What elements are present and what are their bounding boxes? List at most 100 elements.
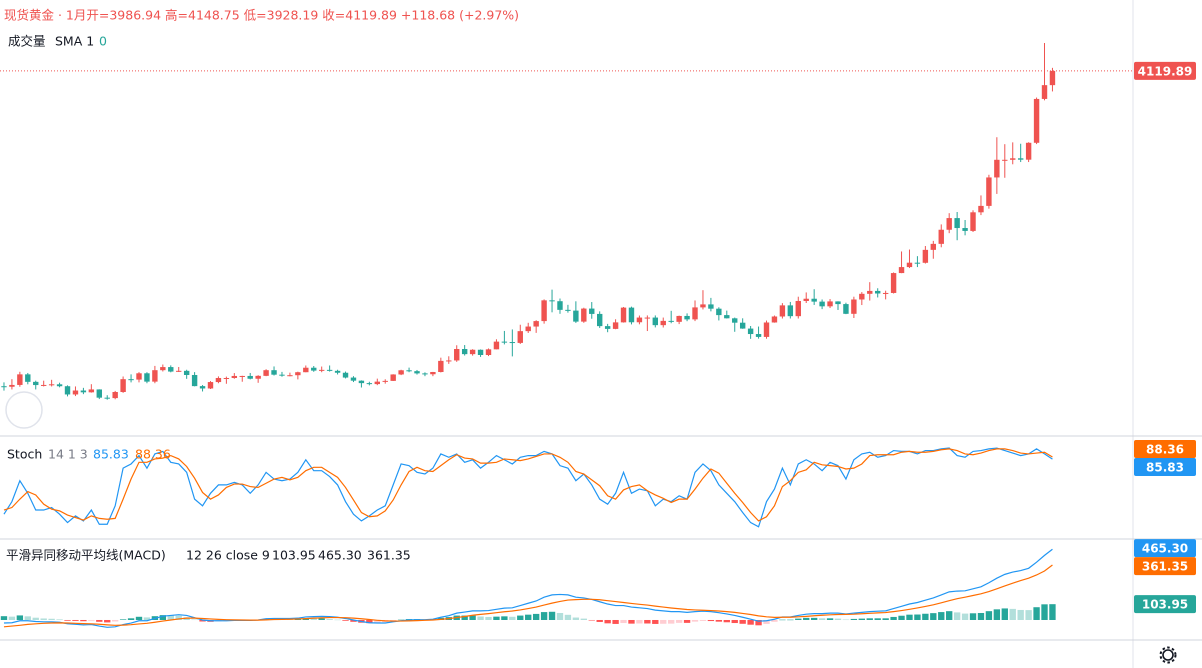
macd-histogram-bar: [961, 613, 969, 620]
macd-histogram-bar: [517, 615, 524, 620]
candle-body: [589, 308, 595, 314]
macd-histogram-bar: [72, 619, 79, 621]
gear-icon[interactable]: [1162, 649, 1174, 661]
macd-histogram-bar: [540, 612, 548, 620]
candle-body: [1033, 98, 1040, 143]
candle-body: [930, 243, 937, 250]
macd-histogram-bar: [930, 613, 937, 620]
candle-body: [906, 262, 913, 268]
candle-body: [684, 315, 690, 320]
macd-histogram-bar: [946, 611, 953, 620]
price-badge: [1134, 557, 1196, 576]
candle-body: [1025, 142, 1032, 160]
price-badge-label: 103.95: [1142, 598, 1188, 612]
candle-body: [334, 370, 341, 373]
stoch-d-value: 88.36: [135, 447, 171, 462]
candle-body: [326, 369, 333, 371]
candle-body: [64, 386, 71, 395]
candle-body: [80, 390, 87, 393]
candle-body: [493, 341, 500, 350]
macd-histogram-bar: [143, 617, 151, 620]
price-badge-label: 361.35: [1142, 560, 1188, 574]
macd-histogram-bar: [1001, 608, 1008, 620]
macd-histogram-bar: [604, 619, 611, 624]
macd-histogram-bar: [953, 612, 961, 620]
candle-body: [708, 304, 714, 309]
macd-histogram-bar: [477, 616, 484, 620]
macd-histogram-bar: [707, 619, 715, 622]
stoch-params: 14 1 3: [48, 447, 88, 462]
macd-histogram-bar: [977, 612, 985, 620]
candle-body: [620, 307, 627, 323]
macd-histogram-bar: [691, 619, 699, 622]
macd-histogram-bar: [612, 619, 619, 624]
macd-line: [3, 548, 1053, 628]
navigation-button[interactable]: [5, 391, 43, 429]
candle-body: [88, 389, 95, 393]
candle-body: [128, 379, 134, 381]
macd-histogram-bar: [564, 614, 572, 620]
macd-label: 平滑异同移动平均线(MACD): [6, 548, 166, 563]
macd-histogram-bar: [318, 618, 325, 620]
candle-body: [25, 374, 31, 382]
price-badge-label: 85.83: [1146, 461, 1184, 475]
candle-body: [279, 374, 285, 376]
candle-body: [231, 375, 238, 378]
candle-body: [946, 218, 952, 230]
macd-histogram-bar: [993, 609, 1001, 620]
candle-body: [517, 331, 523, 343]
macd-histogram-bar: [485, 616, 492, 620]
candle-body: [56, 384, 63, 387]
candle-body: [779, 305, 786, 317]
candle-body: [303, 367, 309, 373]
candle-body: [739, 322, 746, 329]
macd-histogram-bar: [787, 619, 794, 621]
macd-histogram-bar: [366, 619, 373, 624]
candle-body: [40, 384, 47, 386]
candle-body: [636, 317, 643, 323]
candle-body: [811, 298, 817, 302]
candle-body: [803, 298, 809, 301]
macd-histogram-bar: [914, 614, 921, 620]
macd-histogram-bar: [461, 615, 468, 620]
macd-histogram-bar: [636, 619, 643, 624]
candle-body: [33, 381, 39, 386]
candle-body: [628, 307, 635, 323]
candle-body: [541, 300, 547, 322]
macd-histogram-bar: [882, 618, 889, 620]
macd-histogram-bar: [652, 619, 659, 624]
candle-body: [287, 375, 293, 377]
macd-histogram-bar: [858, 618, 865, 620]
macd-histogram-bar: [175, 615, 182, 620]
macd-histogram-bar: [660, 619, 667, 624]
macd-histogram-bar: [326, 619, 333, 620]
candle-body: [469, 349, 476, 355]
candle-body: [1010, 158, 1016, 160]
settings-button[interactable]: [1159, 646, 1177, 664]
gear-teeth[interactable]: [1159, 646, 1177, 664]
candle-body: [660, 320, 666, 326]
candle-body: [771, 316, 778, 323]
macd-histogram-bar: [572, 617, 580, 620]
macd-histogram-bar: [390, 619, 397, 621]
candle-body: [557, 301, 563, 310]
candle-body: [48, 384, 55, 386]
candle-body: [716, 308, 722, 316]
macd-histogram-bar: [532, 613, 540, 620]
macd-histogram-bar: [755, 619, 762, 626]
labels: 4119.89 88.36 85.83 465.30 361.35 103.95: [1134, 61, 1196, 614]
macd-histogram-bar: [675, 619, 683, 623]
macd-histogram-bar: [596, 619, 603, 622]
macd-signal-value: 361.35: [367, 548, 411, 563]
macd-histogram-bar: [938, 612, 945, 620]
candle-body: [144, 373, 150, 382]
macd-histogram-bar: [620, 619, 627, 624]
candle-body: [898, 267, 905, 274]
macd-histogram-bar: [985, 611, 993, 620]
candle-body: [390, 374, 396, 381]
macd-histogram-bar: [127, 618, 135, 620]
candle-body: [700, 304, 706, 308]
candle-body: [1, 386, 7, 388]
